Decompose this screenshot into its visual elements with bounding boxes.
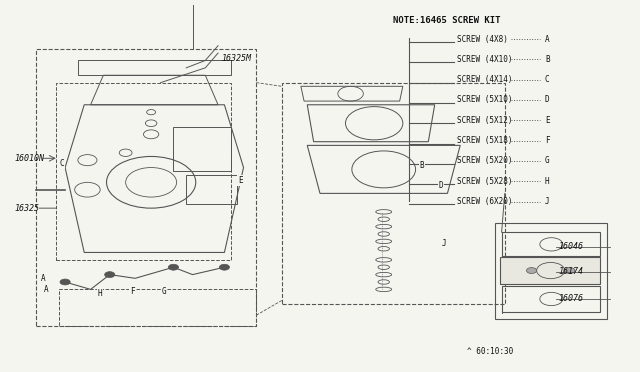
Text: 16174: 16174 — [559, 267, 584, 276]
Text: C: C — [545, 75, 550, 84]
Text: SCREW (5X10): SCREW (5X10) — [457, 96, 513, 105]
Circle shape — [60, 279, 70, 285]
Text: F: F — [130, 287, 134, 296]
Circle shape — [104, 272, 115, 278]
Text: SCREW (5X18): SCREW (5X18) — [457, 136, 513, 145]
Text: D: D — [545, 96, 550, 105]
Text: G: G — [161, 287, 166, 296]
Text: SCREW (4X8): SCREW (4X8) — [457, 35, 508, 44]
Text: 16325M: 16325M — [221, 54, 252, 63]
Text: NOTE:16465 SCREW KIT: NOTE:16465 SCREW KIT — [394, 16, 500, 25]
Text: H: H — [98, 289, 102, 298]
Bar — [500, 257, 600, 284]
Circle shape — [564, 267, 575, 273]
Text: A: A — [545, 35, 550, 44]
Text: SCREW (5X12): SCREW (5X12) — [457, 116, 513, 125]
Text: B: B — [420, 161, 424, 170]
Text: G: G — [545, 156, 550, 166]
Bar — [36, 49, 256, 326]
Text: 16010N: 16010N — [14, 154, 44, 163]
Circle shape — [168, 264, 179, 270]
Bar — [56, 83, 231, 260]
Text: SCREW (6X20): SCREW (6X20) — [457, 197, 513, 206]
Text: 16046: 16046 — [559, 243, 584, 251]
Text: C: C — [60, 159, 64, 169]
Bar — [186, 175, 237, 205]
Bar — [502, 232, 600, 256]
Text: F: F — [545, 136, 550, 145]
Text: A: A — [40, 274, 45, 283]
Text: SCREW (5X28): SCREW (5X28) — [457, 177, 513, 186]
Text: SCREW (4X10): SCREW (4X10) — [457, 55, 513, 64]
Circle shape — [220, 264, 230, 270]
Text: SCREW (5X20): SCREW (5X20) — [457, 156, 513, 166]
Text: 16076: 16076 — [559, 294, 584, 303]
Text: E: E — [545, 116, 550, 125]
Bar — [173, 127, 231, 171]
Text: J: J — [442, 239, 447, 248]
Bar — [502, 286, 600, 312]
Text: SCREW (4X14): SCREW (4X14) — [457, 75, 513, 84]
Text: D: D — [439, 182, 444, 190]
Text: ^ 60:10:30: ^ 60:10:30 — [467, 347, 513, 356]
Text: A: A — [44, 285, 48, 294]
Text: 16325: 16325 — [14, 203, 39, 213]
Bar — [495, 223, 607, 319]
Text: E: E — [238, 176, 243, 185]
Bar — [282, 83, 505, 304]
Circle shape — [527, 267, 537, 273]
Text: H: H — [545, 177, 550, 186]
Text: B: B — [545, 55, 550, 64]
Text: J: J — [545, 197, 550, 206]
